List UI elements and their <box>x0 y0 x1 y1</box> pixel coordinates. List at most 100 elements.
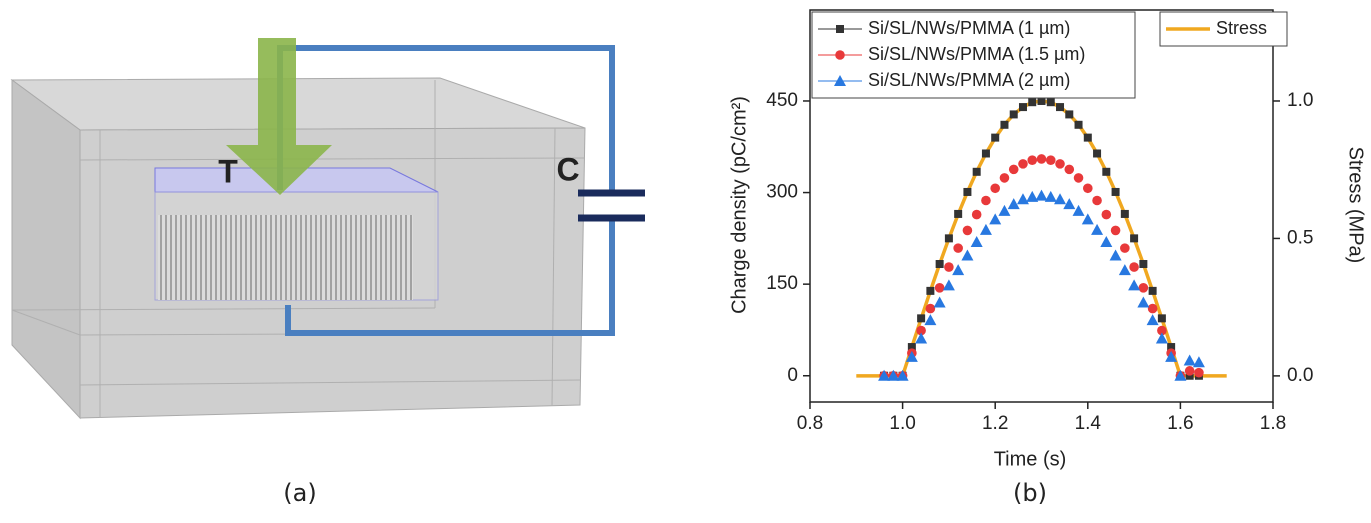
marker <box>915 332 928 344</box>
legend-label: Stress <box>1216 18 1267 38</box>
marker <box>998 204 1011 216</box>
marker <box>954 209 963 218</box>
y-tick-label: 150 <box>766 273 798 294</box>
marker <box>1063 198 1076 210</box>
marker <box>944 262 954 272</box>
marker <box>942 279 955 291</box>
marker <box>1046 98 1055 107</box>
nanowires <box>158 215 413 300</box>
marker <box>962 225 973 236</box>
plot-frame <box>809 9 1274 403</box>
marker <box>971 209 982 220</box>
marker <box>1128 279 1141 291</box>
marker <box>1092 195 1102 206</box>
marker <box>1018 159 1028 169</box>
marker <box>926 286 935 295</box>
marker <box>1000 120 1009 129</box>
marker <box>1184 366 1195 376</box>
marker <box>925 303 936 314</box>
marker <box>1146 314 1159 326</box>
box-top <box>10 77 586 131</box>
box-side <box>11 79 81 420</box>
marker <box>1072 204 1085 216</box>
marker <box>1064 164 1075 175</box>
marker <box>1073 173 1084 183</box>
legend-marker <box>836 25 844 33</box>
marker <box>905 350 918 362</box>
marker <box>1065 110 1074 119</box>
x-axis-title: Time (s) <box>994 448 1067 470</box>
marker <box>981 195 991 206</box>
marker <box>1083 133 1092 142</box>
y2-axis-title: Stress (MPa) <box>1345 147 1367 264</box>
marker <box>924 314 937 326</box>
marker <box>1026 190 1039 202</box>
marker <box>1109 249 1122 261</box>
marker <box>1018 103 1027 112</box>
marker <box>1155 332 1168 344</box>
marker <box>979 223 992 235</box>
marker <box>1138 283 1149 293</box>
marker <box>1037 96 1046 105</box>
marker <box>1044 190 1057 202</box>
marker <box>1137 296 1150 308</box>
marker <box>953 243 963 253</box>
legend-box <box>811 11 1136 99</box>
label-t: T <box>218 153 238 189</box>
marker <box>878 369 891 381</box>
marker <box>1007 198 1020 210</box>
marker <box>1056 103 1065 112</box>
x-tick-label: 1.2 <box>982 413 1008 434</box>
legend-marker <box>835 50 845 60</box>
marker <box>1118 264 1131 276</box>
marker <box>944 234 953 243</box>
marker <box>1130 234 1139 243</box>
marker <box>1036 154 1047 164</box>
marker <box>934 283 945 293</box>
y-tick-label: 450 <box>766 90 798 111</box>
marker <box>1129 262 1139 272</box>
marker <box>963 187 972 196</box>
marker <box>1102 167 1111 176</box>
marker <box>887 369 900 381</box>
marker <box>1111 187 1120 196</box>
x-tick-label: 1.0 <box>889 413 915 434</box>
diagram: T C (a) <box>10 38 645 507</box>
marker <box>1101 209 1112 220</box>
marker <box>990 183 1000 194</box>
marker <box>1091 223 1104 235</box>
legend-label: Si/SL/NWs/PMMA (2 µm) <box>868 70 1070 90</box>
x-tick-label: 1.6 <box>1167 413 1193 434</box>
marker <box>1081 213 1094 225</box>
marker <box>999 173 1010 183</box>
y2-tick-label: 0.5 <box>1287 227 1313 248</box>
marker <box>981 149 990 158</box>
x-tick-label: 1.8 <box>1260 413 1286 434</box>
y-axis-title: Charge density (pC/cm²) <box>728 96 750 314</box>
marker <box>1027 155 1038 166</box>
marker <box>1185 371 1194 380</box>
marker <box>896 369 909 381</box>
marker <box>970 236 983 248</box>
legend-label: Si/SL/NWs/PMMA (1.5 µm) <box>868 44 1085 64</box>
marker <box>1147 303 1158 314</box>
marker <box>907 343 916 352</box>
marker <box>1054 193 1067 205</box>
marker <box>991 133 1000 142</box>
y-tick-label: 300 <box>766 182 798 203</box>
marker <box>1016 193 1029 205</box>
x-tick-label: 1.4 <box>1075 413 1102 434</box>
marker <box>1028 98 1037 107</box>
marker <box>1074 120 1083 129</box>
marker <box>1192 356 1205 368</box>
force-arrow <box>226 38 332 195</box>
caption: (b) <box>1013 479 1047 507</box>
y2-tick-label: 1.0 <box>1287 90 1313 111</box>
label-c: C <box>556 151 579 187</box>
marker <box>935 260 944 269</box>
marker <box>961 249 974 261</box>
marker <box>917 314 926 323</box>
marker <box>1194 367 1204 378</box>
